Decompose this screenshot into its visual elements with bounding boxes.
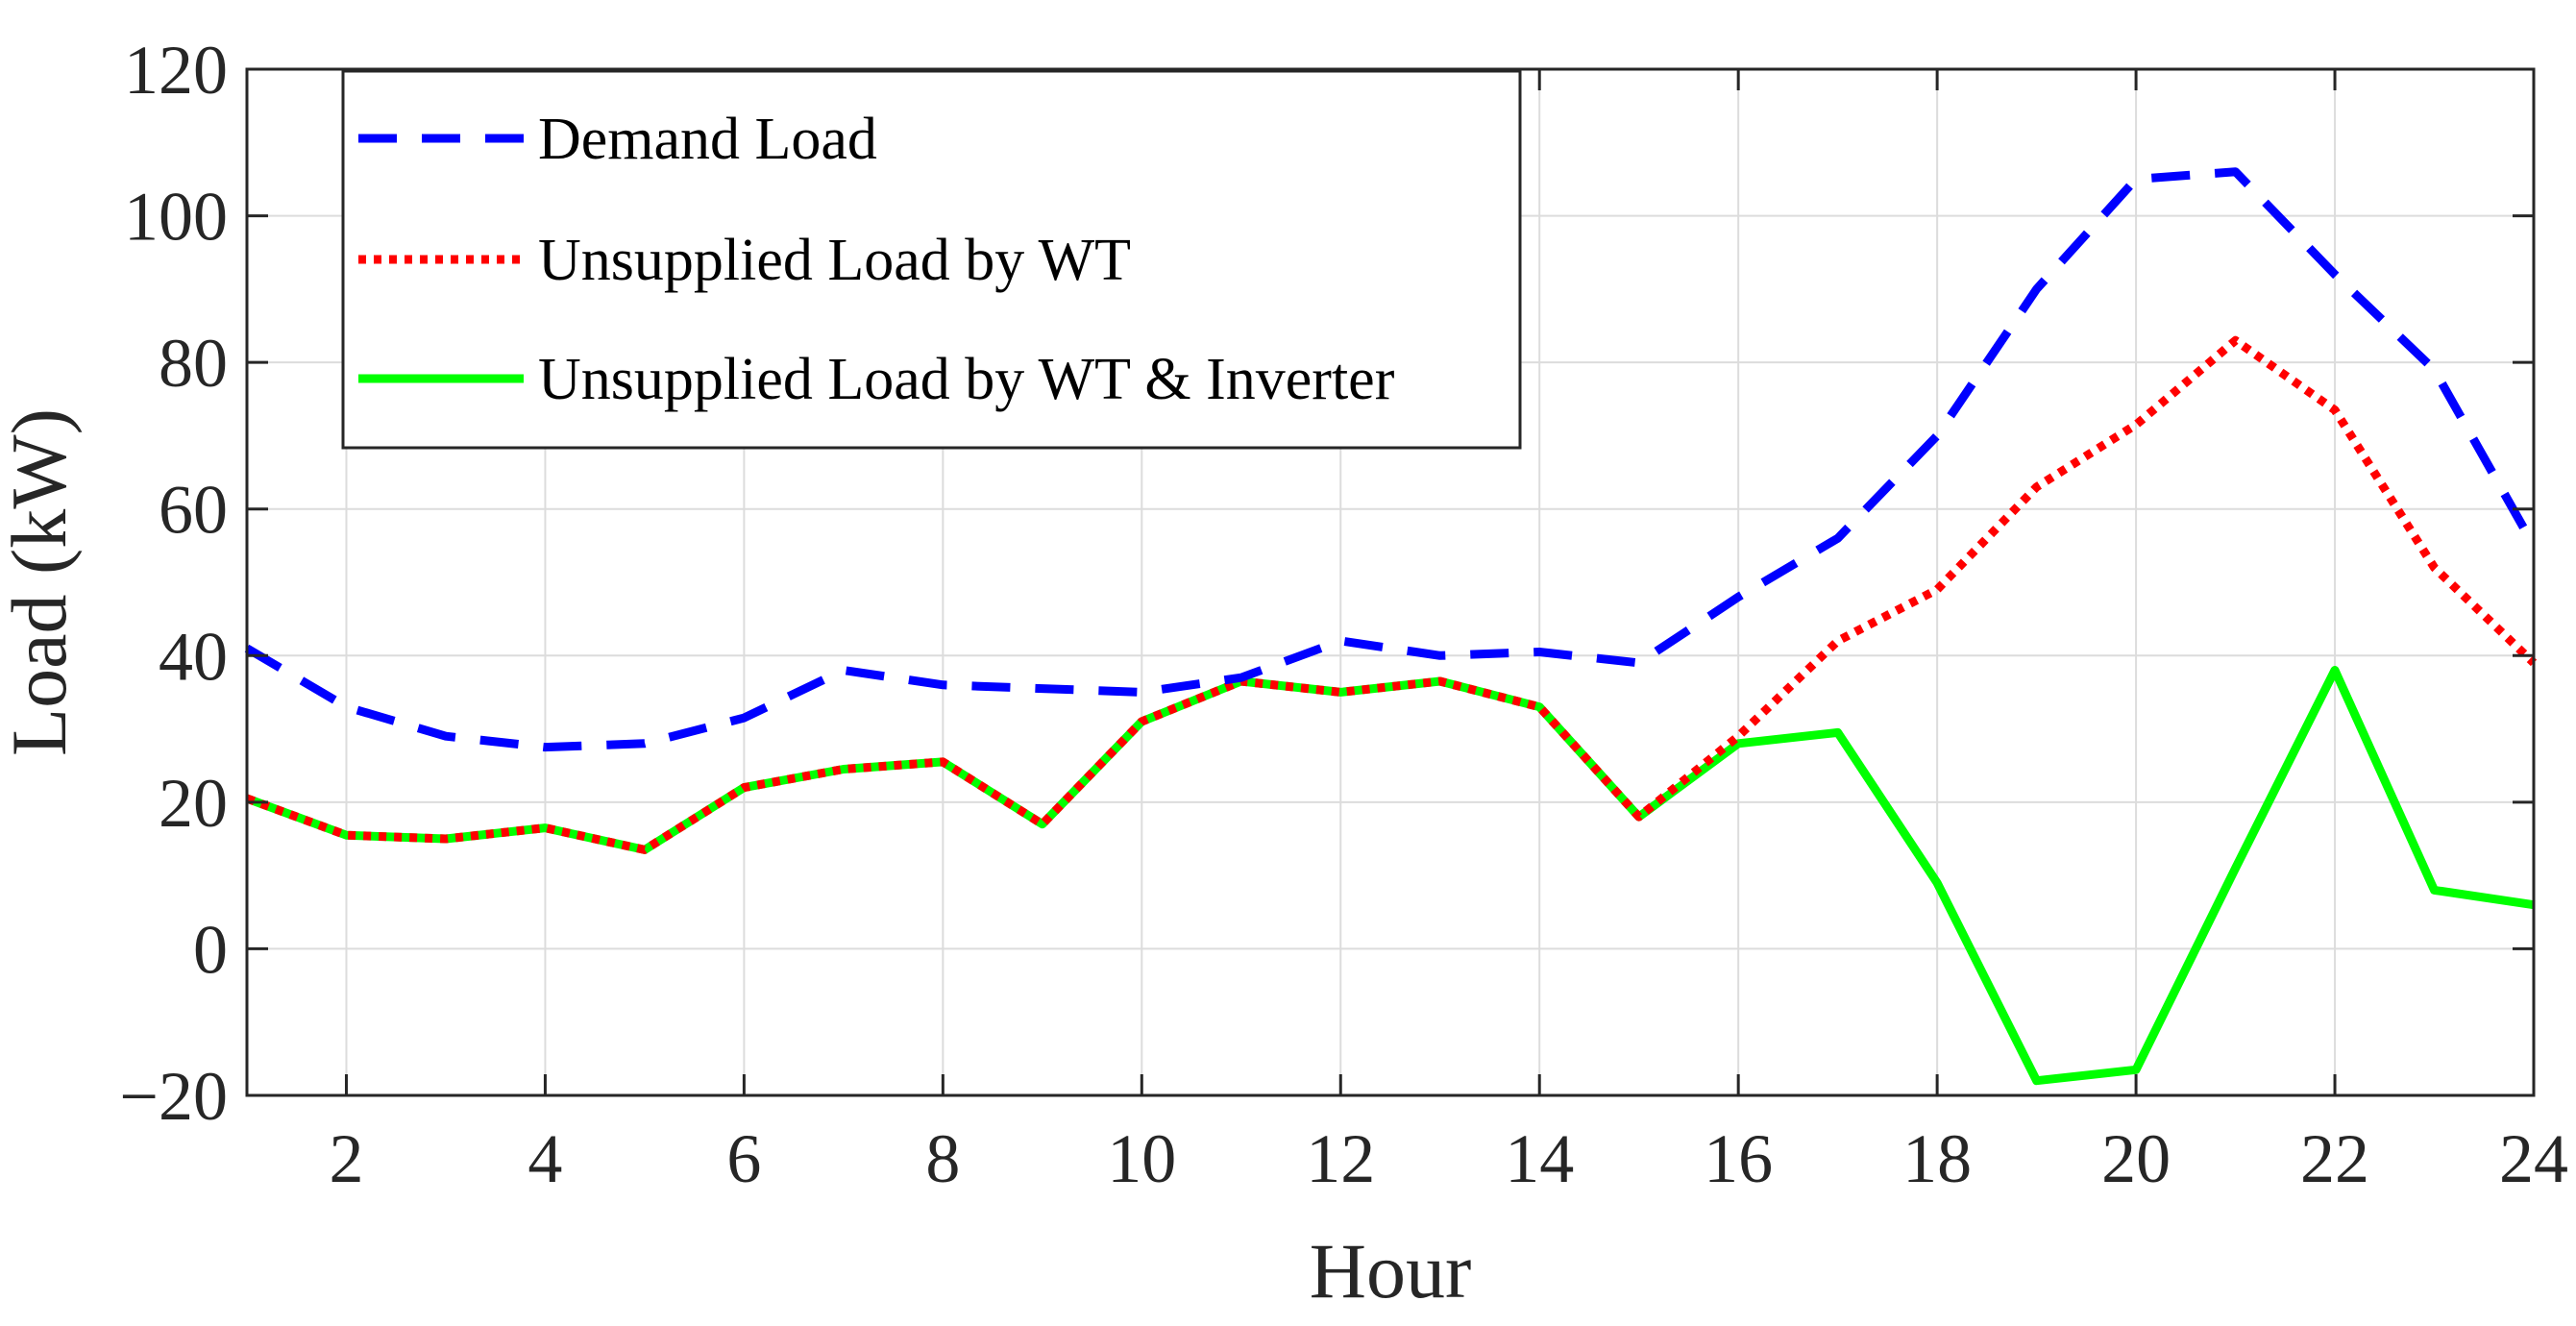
legend-label: Unsupplied Load by WT & Inverter: [538, 347, 1395, 412]
y-tick-label: 20: [159, 765, 228, 842]
x-tick-label: 10: [1107, 1120, 1176, 1197]
x-tick-label: 14: [1505, 1120, 1574, 1197]
legend-box: [341, 69, 1522, 450]
x-tick-label: 20: [2101, 1120, 2171, 1197]
y-tick-label: 120: [124, 32, 228, 109]
x-tick-label: 22: [2300, 1120, 2369, 1197]
x-tick-labels: 2 4 6 8 10 12 14 16 18 20 22 24: [329, 1120, 2568, 1197]
x-tick-label: 2: [329, 1120, 363, 1197]
series-line-demand-load: [244, 167, 2538, 752]
series-layer: [244, 167, 2538, 1086]
y-tick-label: 100: [124, 179, 228, 256]
x-tick-label: 18: [1902, 1120, 1972, 1197]
y-axis-title: Load (kW): [0, 408, 83, 756]
x-axis-title: Hour: [1310, 1227, 1472, 1314]
x-tick-label: 24: [2499, 1120, 2568, 1197]
legend-label: Demand Load: [538, 107, 877, 172]
x-tick-label: 6: [726, 1120, 761, 1197]
legend: Demand Load Unsupplied Load by WT Unsuppli…: [341, 69, 1522, 450]
plot-frame: [245, 67, 2536, 1097]
y-tick-label: −20: [119, 1058, 228, 1135]
y-tick-label: 0: [193, 911, 228, 988]
x-tick-label: 4: [527, 1120, 562, 1197]
y-tick-label: 60: [159, 472, 228, 549]
series-line-unsupplied-load-by-wt: [245, 335, 2538, 854]
y-tick-label: 40: [159, 618, 228, 695]
legend-label: Unsupplied Load by WT: [538, 228, 1131, 293]
y-tick-labels: −20 0 20 40 60 80 100 120: [119, 32, 228, 1135]
legend-items: Demand Load Unsupplied Load by WT Unsuppli…: [358, 107, 1395, 412]
x-tick-label: 16: [1704, 1120, 1773, 1197]
x-tick-label: 12: [1306, 1120, 1375, 1197]
y-tick-label: 80: [159, 325, 228, 402]
x-tick-label: 8: [925, 1120, 960, 1197]
